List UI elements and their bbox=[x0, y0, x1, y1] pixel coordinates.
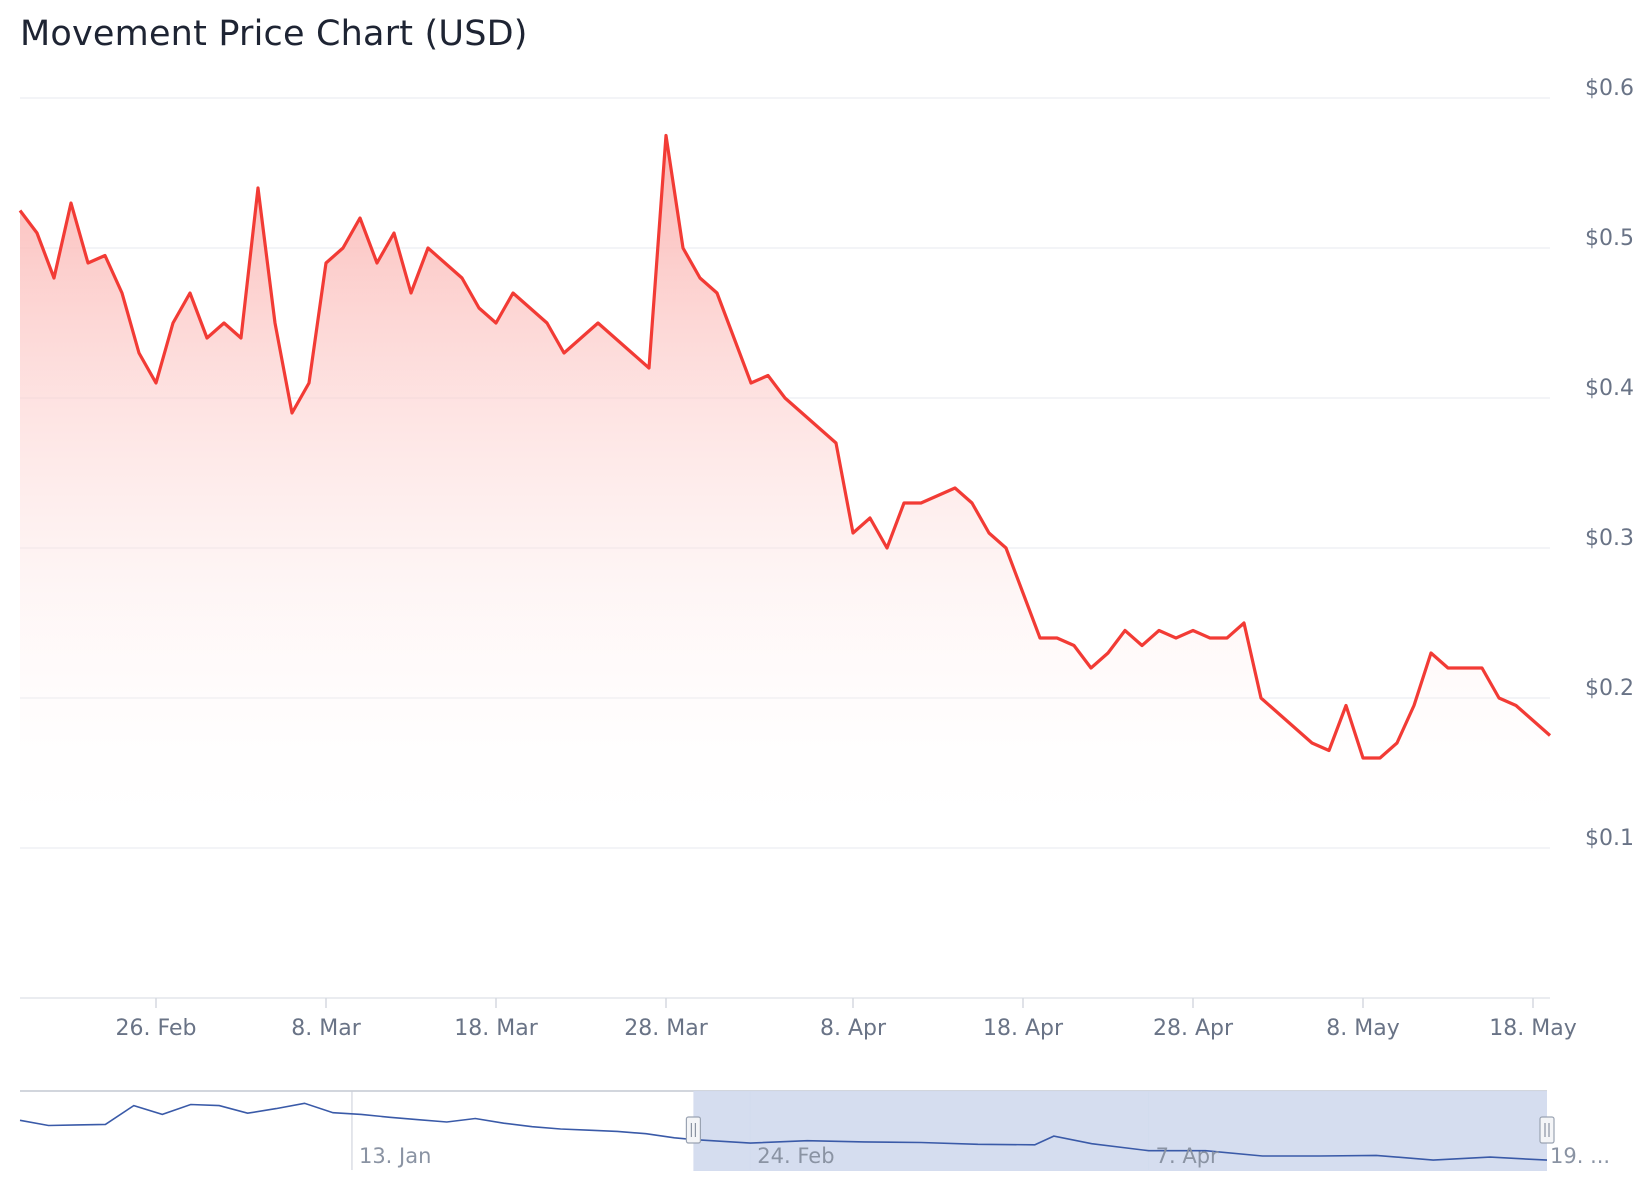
x-tick-label: 28. Apr bbox=[1153, 1016, 1234, 1041]
navigator-label: 13. Jan bbox=[359, 1144, 431, 1168]
x-tick-label: 8. Apr bbox=[820, 1016, 887, 1041]
navigator-label: 7. Apr bbox=[1156, 1144, 1219, 1168]
navigator-label: 24. Feb bbox=[757, 1144, 834, 1168]
x-tick-label: 18. Mar bbox=[454, 1016, 538, 1041]
x-tick-label: 8. Mar bbox=[291, 1016, 361, 1041]
chart-title: Movement Price Chart (USD) bbox=[20, 14, 528, 54]
x-axis-labels: 26. Feb 8. Mar 18. Mar 28. Mar 8. Apr 18. Apr… bbox=[116, 998, 1577, 1041]
navigator-right-handle[interactable] bbox=[1539, 1116, 1555, 1144]
x-tick-label: 18. May bbox=[1489, 1016, 1576, 1041]
y-tick-label: $0.6 bbox=[1585, 76, 1634, 101]
navigator-line bbox=[19, 1102, 1548, 1161]
navigator-left-handle[interactable] bbox=[685, 1116, 701, 1144]
price-points bbox=[19, 135, 1551, 759]
x-tick-label: 8. May bbox=[1326, 1016, 1399, 1041]
navigator-label: 19. ... bbox=[1550, 1144, 1610, 1168]
x-tick-label: 28. Mar bbox=[624, 1016, 708, 1041]
y-tick-label: $0.5 bbox=[1585, 226, 1634, 251]
y-tick-label: $0.1 bbox=[1585, 826, 1634, 851]
x-tick-label: 18. Apr bbox=[983, 1016, 1064, 1041]
y-tick-label: $0.3 bbox=[1585, 526, 1634, 551]
range-navigator[interactable]: 13. Jan 24. Feb 7. Apr 19. ... bbox=[19, 1090, 1610, 1171]
y-tick-label: $0.4 bbox=[1585, 376, 1634, 401]
y-axis-labels: $0.6 $0.5 $0.4 $0.3 $0.2 $0.1 bbox=[1585, 76, 1634, 851]
price-area bbox=[20, 135, 1550, 848]
x-tick-label: 26. Feb bbox=[116, 1016, 197, 1041]
y-tick-label: $0.2 bbox=[1585, 676, 1634, 701]
